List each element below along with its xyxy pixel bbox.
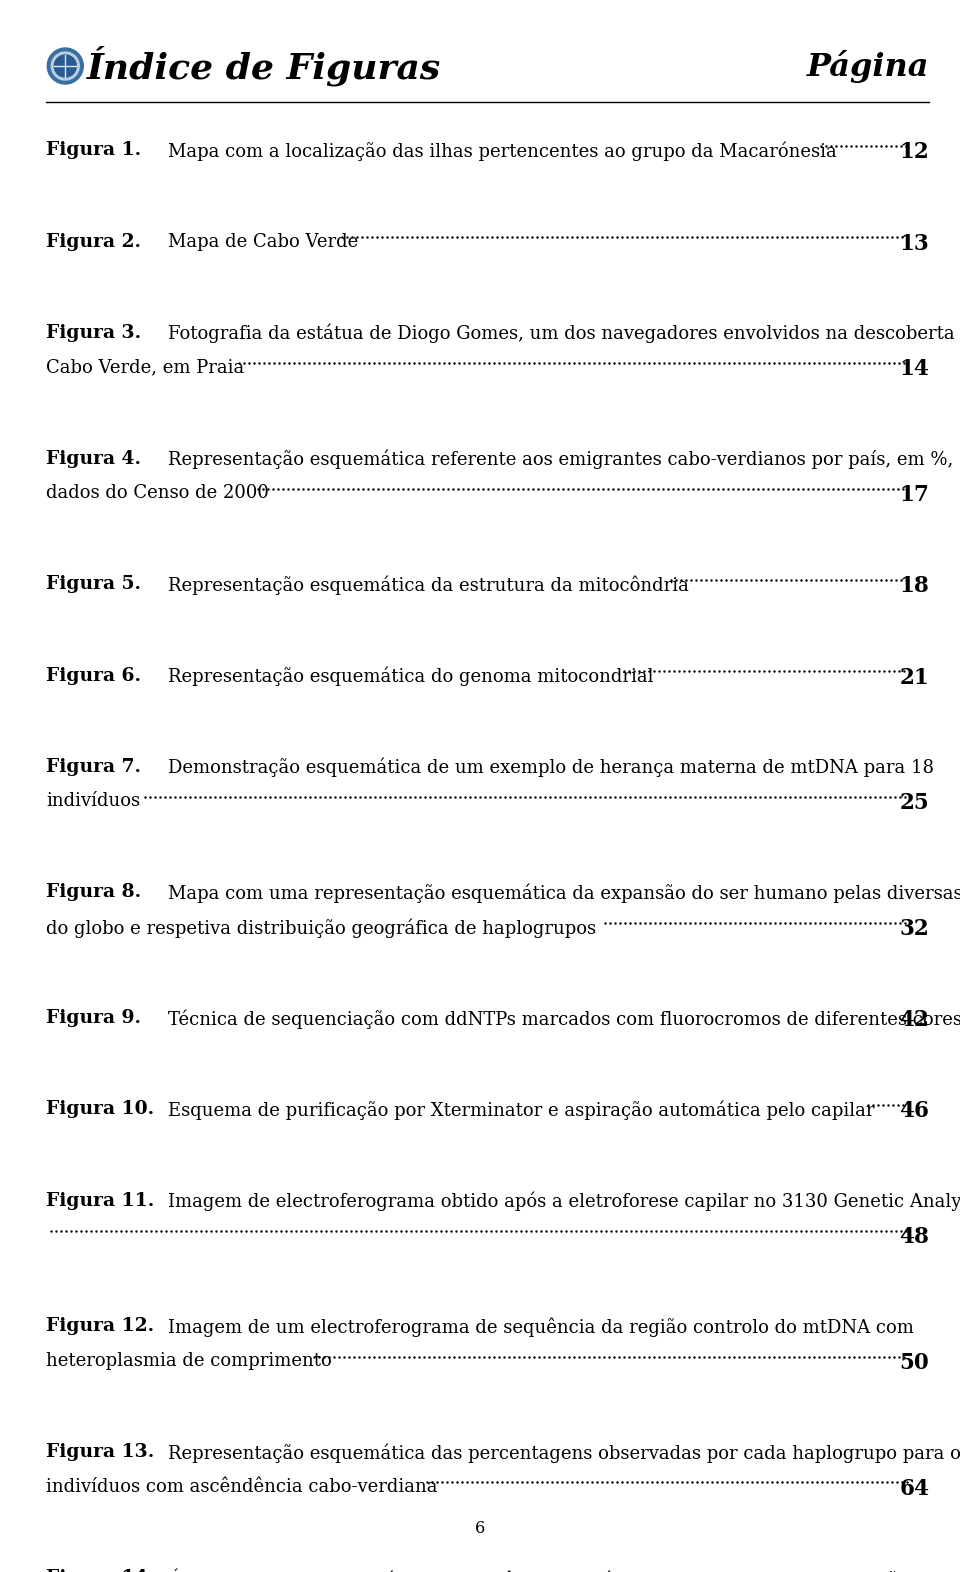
Text: Figura 14.: Figura 14. — [46, 1569, 155, 1572]
Text: do globo e respetiva distribuição geográfica de haplogrupos: do globo e respetiva distribuição geográ… — [46, 918, 596, 937]
Text: 14: 14 — [900, 358, 929, 380]
Text: Esquema de purificação por Xterminator e aspiração automática pelo capilar: Esquema de purificação por Xterminator e… — [168, 1100, 875, 1119]
Text: Figura 3.: Figura 3. — [46, 324, 141, 341]
Text: Cabo Verde, em Praia: Cabo Verde, em Praia — [46, 358, 245, 376]
Text: Imagem de um electroferograma de sequência da região controlo do mtDNA com: Imagem de um electroferograma de sequênc… — [168, 1317, 914, 1336]
Text: Figura 7.: Figura 7. — [46, 758, 141, 775]
Text: dados do Censo de 2000: dados do Censo de 2000 — [46, 484, 269, 501]
Text: indivíduos com ascêndência cabo-verdiana: indivíduos com ascêndência cabo-verdiana — [46, 1478, 438, 1495]
Text: Página: Página — [806, 50, 929, 82]
Text: 64: 64 — [900, 1478, 929, 1500]
Text: 50: 50 — [900, 1352, 929, 1374]
Text: Imagem de electroferograma obtido após a eletroforese capilar no 3130 Genetic An: Imagem de electroferograma obtido após a… — [168, 1192, 960, 1210]
Text: Figura 2.: Figura 2. — [46, 233, 141, 250]
Text: Figura 13.: Figura 13. — [46, 1443, 155, 1460]
Text: 13: 13 — [900, 233, 929, 255]
Text: Representação esquemática referente aos emigrantes cabo-verdianos por país, em %: Representação esquemática referente aos … — [168, 450, 960, 468]
Circle shape — [47, 49, 84, 83]
Text: 12: 12 — [900, 141, 929, 163]
Text: Figura 11.: Figura 11. — [46, 1192, 155, 1209]
Text: Mapa de Cabo Verde: Mapa de Cabo Verde — [168, 233, 358, 250]
Text: Representação esquemática da estrutura da mitocôndria: Representação esquemática da estrutura d… — [168, 575, 689, 594]
Text: Técnica de sequenciação com ddNTPs marcados com fluorocromos de diferentes cores: Técnica de sequenciação com ddNTPs marca… — [168, 1009, 960, 1028]
Text: 32: 32 — [900, 918, 929, 940]
Text: 17: 17 — [900, 484, 929, 506]
Text: 25: 25 — [900, 792, 929, 814]
Text: Fotografia da estátua de Diogo Gomes, um dos navegadores envolvidos na descobert: Fotografia da estátua de Diogo Gomes, um… — [168, 324, 960, 343]
Text: Figura 12.: Figura 12. — [46, 1317, 155, 1335]
Text: Figura 1.: Figura 1. — [46, 141, 141, 159]
Text: 18: 18 — [900, 575, 929, 597]
Text: Figura 10.: Figura 10. — [46, 1100, 155, 1118]
Text: Figura 4.: Figura 4. — [46, 450, 141, 467]
Text: Demonstração esquemática de um exemplo de herança materna de mtDNA para 18: Demonstração esquemática de um exemplo d… — [168, 758, 934, 777]
Text: Figura 5.: Figura 5. — [46, 575, 141, 593]
Text: Representação esquemática das percentagens observadas por cada haplogrupo para o: Representação esquemática das percentage… — [168, 1443, 960, 1462]
Text: Árvore resultante da análise das distâncias genéticas obtidas entre as populaçõe: Árvore resultante da análise das distânc… — [168, 1569, 960, 1572]
Text: heteroplasmia de comprimento: heteroplasmia de comprimento — [46, 1352, 332, 1369]
Text: 6: 6 — [475, 1520, 485, 1537]
Text: Mapa com a localização das ilhas pertencentes ao grupo da Macarónesia: Mapa com a localização das ilhas pertenc… — [168, 141, 837, 160]
Circle shape — [51, 52, 80, 80]
Circle shape — [55, 55, 76, 77]
Text: Mapa com uma representação esquemática da expansão do ser humano pelas diversas : Mapa com uma representação esquemática d… — [168, 883, 960, 902]
Text: 21: 21 — [900, 667, 929, 689]
Text: Figura 8.: Figura 8. — [46, 883, 141, 901]
Text: Representação esquemática do genoma mitocondrial: Representação esquemática do genoma mito… — [168, 667, 654, 685]
Text: 48: 48 — [900, 1226, 929, 1248]
Text: indivíduos: indivíduos — [46, 792, 140, 810]
Text: Figura 9.: Figura 9. — [46, 1009, 141, 1027]
Text: Índice de Figuras: Índice de Figuras — [87, 46, 442, 86]
Text: Figura 6.: Figura 6. — [46, 667, 141, 684]
Text: 42: 42 — [900, 1009, 929, 1031]
Text: 46: 46 — [900, 1100, 929, 1122]
